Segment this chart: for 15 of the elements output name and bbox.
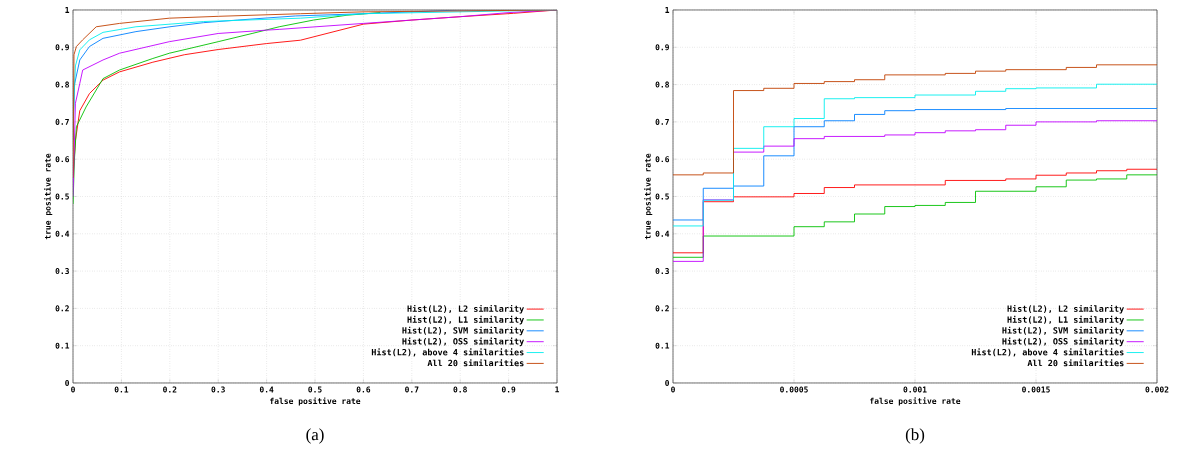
text: (b) <box>905 428 925 444</box>
legend-label: All 20 similarities <box>427 359 524 367</box>
legend-label: Hist(L2), SVM similarity <box>1002 326 1124 336</box>
legend-label: Hist(L2), above 4 similarities <box>371 348 524 357</box>
legend-label: All 20 similarities <box>1027 359 1124 367</box>
legend-label: Hist(L2), above 4 similarities <box>971 348 1124 357</box>
legend-label: Hist(L2), L1 similarity <box>407 315 524 325</box>
legend-label: Hist(L2), OSS similarity <box>402 337 524 347</box>
legend-label: Hist(L2), L2 similarity <box>1007 304 1124 314</box>
text: (a) <box>306 428 324 444</box>
line-series <box>73 12 381 205</box>
legend-label: Hist(L2), L1 similarity <box>1007 315 1124 325</box>
legend-label: Hist(L2), SVM similarity <box>402 326 524 336</box>
legend-label: Hist(L2), OSS similarity <box>1002 337 1124 347</box>
legend-label: Hist(L2), L2 similarity <box>407 304 524 314</box>
